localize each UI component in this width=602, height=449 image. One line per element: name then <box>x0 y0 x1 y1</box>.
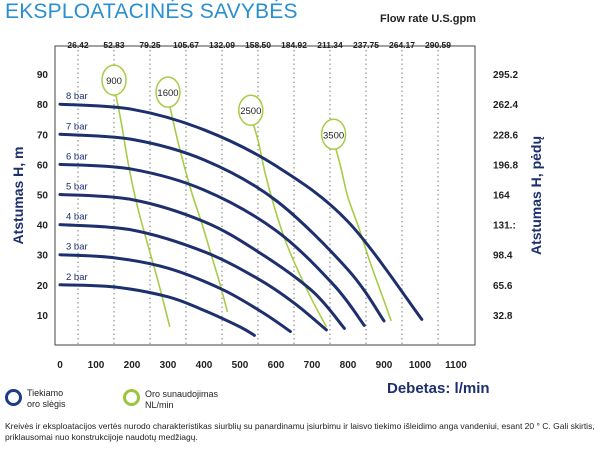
air-label-ellipse <box>238 94 264 126</box>
y-axis-label-left: Atstumas H, m <box>10 146 26 244</box>
pressure-curve-2-bar <box>58 283 256 337</box>
legend-air-consumption: Oro sunaudojimas NL/min <box>145 389 218 411</box>
x-tick-label: 0 <box>57 360 63 371</box>
pressure-curve-7-bar <box>58 132 386 323</box>
plot-frame <box>54 45 476 346</box>
air-curve-2500 <box>250 115 328 328</box>
y-right-tick-label: 164 <box>493 190 510 201</box>
legend-air-consumption-line1: Oro sunaudojimas <box>145 389 219 399</box>
pressure-label-3-bar: 3 bar <box>66 242 88 253</box>
air-label-text: 3500 <box>323 130 344 141</box>
x-top-tick-label: 26.42 <box>67 40 89 50</box>
y-tick-label: 30 <box>37 251 49 262</box>
x-axis-label: Debetas: l/min <box>387 380 490 397</box>
pressure-label-8-bar: 8 bar <box>66 91 88 102</box>
pressure-curve-5-bar <box>58 193 346 330</box>
air-curve-3500 <box>332 140 392 322</box>
y-tick-label: 60 <box>37 160 49 171</box>
pressure-label-4-bar: 4 bar <box>66 212 88 223</box>
legend-supply-pressure-line2: oro slėgis <box>27 399 66 409</box>
legend-air-consumption-line2: NL/min <box>145 400 174 410</box>
pressure-label-6-bar: 6 bar <box>66 151 88 162</box>
air-label-text: 900 <box>106 76 122 87</box>
y-tick-label: 10 <box>37 311 49 322</box>
pressure-label-2-bar: 2 bar <box>66 272 88 283</box>
page-title: EKSPLOATACINĖS SAVYBĖS <box>5 0 298 23</box>
pressure-curve-6-bar <box>58 162 366 327</box>
y-tick-label: 50 <box>37 190 49 201</box>
y-right-tick-label: 65.6 <box>493 281 513 292</box>
pressure-curve-8-bar <box>58 102 424 321</box>
air-label-text: 2500 <box>240 106 261 117</box>
y-right-tick-label: 131.: <box>493 221 516 232</box>
x-tick-label: 400 <box>196 360 213 371</box>
pressure-curve-3-bar <box>58 253 292 333</box>
air-curve-1600 <box>167 97 229 313</box>
air-label-ellipse <box>155 76 181 108</box>
air-label-text: 1600 <box>157 88 178 99</box>
x-tick-label: 500 <box>232 360 249 371</box>
footnote: Kreivės ir eksploatacijos vertės nurodo … <box>5 421 595 442</box>
x-tick-label: 1000 <box>409 360 432 371</box>
air-label-3500: 3500 <box>320 118 347 151</box>
y-right-tick-label: 228.6 <box>493 130 518 141</box>
pressure-curves-layer: 2 bar 3 bar 4 bar 5 bar 6 bar 7 bar 8 bar <box>58 91 424 337</box>
x-tick-label: 800 <box>340 360 357 371</box>
legend-air-ring-icon <box>123 389 140 406</box>
y-tick-label: 40 <box>37 221 49 232</box>
air-label-900: 900 <box>101 64 127 96</box>
y-tick-label: 90 <box>37 70 49 81</box>
x-top-tick-label: 52.83 <box>103 40 125 50</box>
y-tick-label: 20 <box>37 281 49 292</box>
x-top-tick-label: 264.17 <box>389 40 415 50</box>
y-right-tick-label: 262.4 <box>493 100 518 111</box>
legend-supply-pressure-line1: Tiekiamo <box>27 388 64 398</box>
y-right-tick-label: 98.4 <box>493 251 513 262</box>
x-top-tick-label: 105.67 <box>173 40 199 50</box>
x-top-tick-label: 290.59 <box>425 40 451 50</box>
y-axis-label-right: Atstumas H, pėdų <box>528 136 544 255</box>
air-label-1600: 1600 <box>155 76 181 108</box>
y-right-tick-label: 295.2 <box>493 70 518 81</box>
x-top-tick-label: 132.09 <box>209 40 235 50</box>
x-top-tick-label: 158.50 <box>245 40 271 50</box>
y-tick-label: 80 <box>37 100 49 111</box>
pressure-curve-4-bar <box>58 223 328 332</box>
x-tick-label: 300 <box>160 360 177 371</box>
x-top-tick-label: 237.75 <box>353 40 379 50</box>
y-right-tick-label: 196.8 <box>493 160 518 171</box>
x-tick-label: 100 <box>88 360 105 371</box>
x-tick-label: 600 <box>268 360 285 371</box>
x-top-tick-label: 211.34 <box>317 40 343 50</box>
air-label-2500: 2500 <box>238 94 264 126</box>
x-top-tick-label: 79.25 <box>139 40 161 50</box>
legend-supply-pressure: Tiekiamo oro slėgis <box>27 388 66 410</box>
ticks-layer: 26.42 52.83 79.25 105.67 132.09 158.50 184.92 2… <box>37 40 519 371</box>
air-curves-layer: 900 1600 2500 3500 <box>101 64 392 328</box>
pressure-label-5-bar: 5 bar <box>66 181 88 192</box>
x-tick-label: 700 <box>304 360 321 371</box>
top-axis-title: Flow rate U.S.gpm <box>380 13 476 25</box>
y-tick-label: 70 <box>37 130 49 141</box>
pressure-label-7-bar: 7 bar <box>66 121 88 132</box>
x-tick-label: 200 <box>124 360 141 371</box>
air-label-ellipse <box>320 118 347 151</box>
air-label-ellipse <box>101 64 127 96</box>
legend-pressure-ring-icon <box>5 389 22 406</box>
x-tick-label: 1100 <box>445 360 467 371</box>
x-top-tick-label: 184.92 <box>281 40 307 50</box>
air-curve-900 <box>113 85 171 328</box>
x-tick-label: 900 <box>376 360 393 371</box>
y-right-tick-label: 32.8 <box>493 311 513 322</box>
